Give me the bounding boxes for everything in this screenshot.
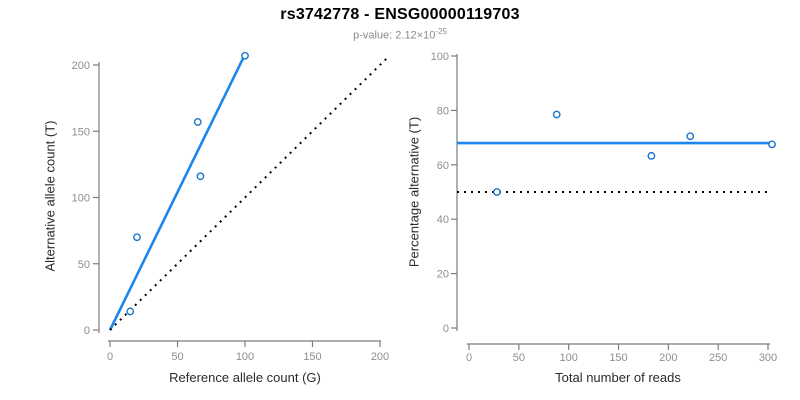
pvalue-subtitle: p-value: 2.12×10-25 <box>0 27 800 42</box>
data-point <box>133 233 141 242</box>
y-tick-label: 80 <box>437 105 449 117</box>
y-tick-label: 40 <box>437 214 449 226</box>
x-tick-label: 200 <box>659 352 677 364</box>
data-point <box>193 118 202 126</box>
y-tick-label: 60 <box>437 160 449 172</box>
x-tick-label: 0 <box>466 352 472 364</box>
y-tick-label: 200 <box>72 60 90 72</box>
x-tick-label: 300 <box>759 352 777 364</box>
x-tick-label: 50 <box>171 351 183 363</box>
x-tick-label: 250 <box>709 352 727 364</box>
x-tick-label: 0 <box>107 351 113 363</box>
pvalue-exponent: -25 <box>435 27 447 36</box>
x-tick-label: 150 <box>303 351 321 363</box>
y-tick-label: 0 <box>443 323 449 335</box>
y-tick-label: 150 <box>72 126 90 138</box>
x-tick-label: 200 <box>371 351 389 363</box>
y-tick-label: 50 <box>78 259 90 271</box>
right-y-axis-label: Percentage alternative (T) <box>406 116 422 268</box>
data-point <box>493 188 501 196</box>
data-point <box>647 151 656 160</box>
x-tick-label: 100 <box>559 352 577 364</box>
data-point <box>768 140 776 149</box>
y-tick-label: 100 <box>431 51 449 63</box>
data-point <box>686 132 695 141</box>
data-point <box>196 172 205 181</box>
y-tick-label: 20 <box>437 269 449 281</box>
data-point <box>241 51 249 60</box>
left-y-axis-label: Alternative allele count (T) <box>42 120 58 272</box>
left-x-axis-label: Reference allele count (G) <box>169 370 321 385</box>
data-point <box>126 307 135 316</box>
right-x-axis-label: Total number of reads <box>555 370 681 385</box>
pvalue-text: p-value: 2.12×10 <box>353 29 436 42</box>
y-tick-label: 0 <box>84 325 90 337</box>
x-tick-label: 100 <box>236 351 254 363</box>
data-point <box>552 110 561 119</box>
x-tick-label: 50 <box>513 352 525 364</box>
identity-line <box>109 56 389 331</box>
x-tick-label: 150 <box>609 352 627 364</box>
page-title: rs3742778 - ENSG00000119703 <box>280 6 520 23</box>
y-tick-label: 100 <box>72 193 90 205</box>
regression-line <box>108 53 247 331</box>
